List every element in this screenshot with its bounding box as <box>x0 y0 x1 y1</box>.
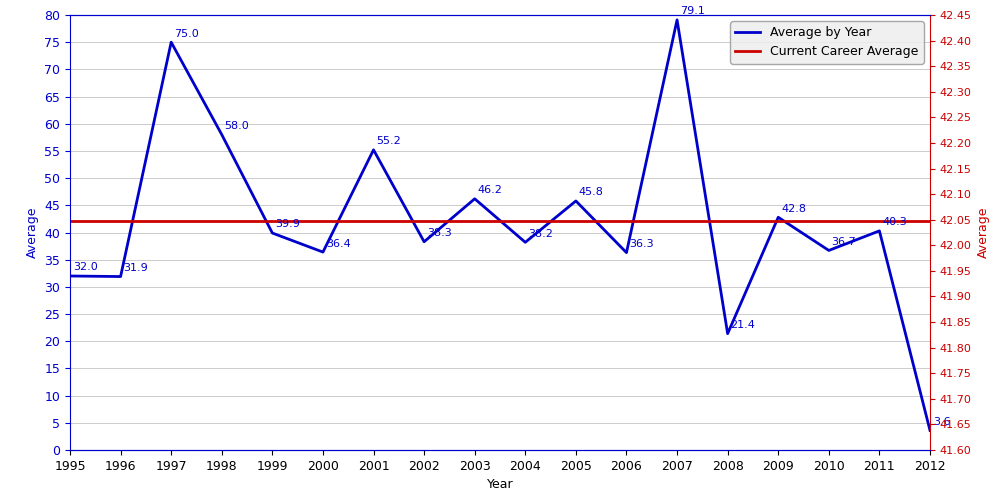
Text: 39.9: 39.9 <box>275 220 300 230</box>
Text: 58.0: 58.0 <box>225 121 249 131</box>
Average by Year <box>216 132 228 138</box>
Text: 3.6: 3.6 <box>933 417 950 427</box>
Text: 55.2: 55.2 <box>376 136 401 146</box>
Average by Year <box>64 273 76 279</box>
Average by Year <box>671 17 683 23</box>
Average by Year <box>469 196 481 202</box>
Average by Year <box>368 147 380 153</box>
Text: 40.3: 40.3 <box>882 218 907 228</box>
Average by Year <box>266 230 278 236</box>
Text: 45.8: 45.8 <box>579 188 604 198</box>
Text: 21.4: 21.4 <box>730 320 755 330</box>
Average by Year <box>620 250 632 256</box>
Text: 38.2: 38.2 <box>528 228 553 238</box>
Average by Year <box>115 274 127 280</box>
Text: 36.7: 36.7 <box>832 237 856 247</box>
Text: 36.4: 36.4 <box>326 238 350 248</box>
Y-axis label: Average: Average <box>977 207 990 258</box>
Average by Year <box>418 238 430 244</box>
Text: 46.2: 46.2 <box>477 185 502 195</box>
Average by Year <box>165 39 177 45</box>
Y-axis label: Average: Average <box>26 207 39 258</box>
Average by Year <box>722 330 734 336</box>
Average by Year <box>873 228 885 234</box>
X-axis label: Year: Year <box>487 478 513 492</box>
Text: 79.1: 79.1 <box>680 6 705 16</box>
Line: Average by Year: Average by Year <box>70 20 930 430</box>
Text: 32.0: 32.0 <box>73 262 98 272</box>
Text: 31.9: 31.9 <box>123 263 148 273</box>
Text: 36.3: 36.3 <box>629 239 654 249</box>
Average by Year <box>823 248 835 254</box>
Average by Year <box>924 428 936 434</box>
Average by Year <box>317 249 329 255</box>
Text: 75.0: 75.0 <box>174 28 199 38</box>
Text: 38.3: 38.3 <box>427 228 452 238</box>
Text: 42.8: 42.8 <box>781 204 806 214</box>
Average by Year <box>772 214 784 220</box>
Average by Year <box>570 198 582 204</box>
Legend: Average by Year, Current Career Average: Average by Year, Current Career Average <box>730 21 924 63</box>
Average by Year <box>519 240 531 246</box>
